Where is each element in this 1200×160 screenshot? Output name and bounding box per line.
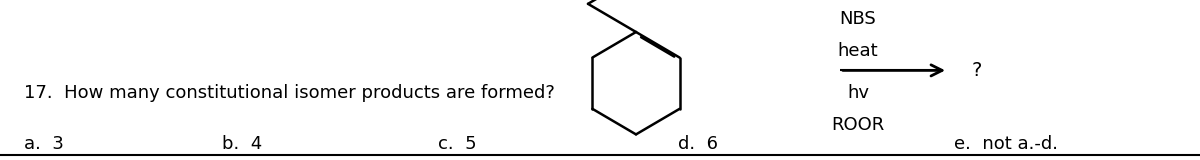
Text: ROOR: ROOR xyxy=(832,116,884,134)
Text: a.  3: a. 3 xyxy=(24,135,64,153)
Text: ?: ? xyxy=(972,61,983,80)
Text: NBS: NBS xyxy=(840,10,876,28)
Text: c.  5: c. 5 xyxy=(438,135,476,153)
Text: b.  4: b. 4 xyxy=(222,135,263,153)
Text: hv: hv xyxy=(847,84,869,102)
Text: heat: heat xyxy=(838,42,878,60)
Text: e.  not a.-d.: e. not a.-d. xyxy=(954,135,1058,153)
Text: 17.  How many constitutional isomer products are formed?: 17. How many constitutional isomer produ… xyxy=(24,84,554,102)
Text: d.  6: d. 6 xyxy=(678,135,718,153)
